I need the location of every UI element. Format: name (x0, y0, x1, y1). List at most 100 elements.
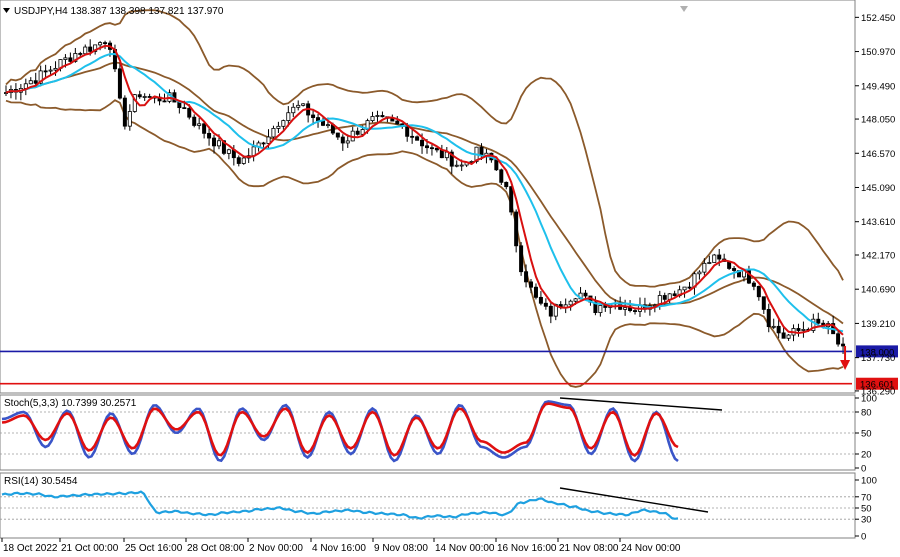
candle (509, 185, 514, 216)
price-tick-label: 148.050 (861, 115, 895, 126)
candle (38, 65, 43, 87)
candle-body (781, 332, 786, 339)
candle (786, 333, 791, 341)
candle-body (192, 116, 197, 126)
rsi-tick-label: 30 (861, 515, 872, 526)
candle (296, 100, 301, 111)
time-tick-label: 25 Oct 16:00 (125, 543, 183, 554)
candle-body (216, 140, 221, 147)
stoch-tick-label: 50 (861, 429, 872, 440)
stoch-trendline (559, 397, 723, 411)
rsi-layer (0, 487, 855, 520)
candle-body (355, 130, 360, 135)
candle-body (182, 107, 187, 110)
time-tick-label: 28 Oct 08:00 (187, 543, 245, 554)
candle (524, 264, 529, 288)
candle-body (276, 125, 281, 129)
candle-body (117, 68, 122, 99)
time-tick-label: 4 Nov 16:00 (312, 543, 366, 554)
rsi-tick-label: 50 (861, 504, 872, 515)
shift-arrow-icon[interactable] (680, 6, 688, 12)
candle (712, 253, 717, 263)
candle (504, 181, 509, 190)
candle-body (707, 262, 712, 264)
price-level-tag (856, 345, 898, 358)
candle-body (241, 157, 246, 164)
time-tick-label: 21 Oct 00:00 (61, 543, 119, 554)
candle (192, 114, 197, 128)
candle-body (68, 57, 73, 62)
candle (410, 128, 415, 144)
candle-body (761, 296, 766, 310)
price-level-label: 138.000 (860, 347, 894, 358)
candle-body (786, 334, 791, 339)
candle (593, 296, 598, 316)
candle (707, 255, 712, 265)
candle (751, 281, 756, 291)
price-tick-label: 145.090 (861, 183, 895, 194)
candle-body (717, 254, 722, 260)
candle (756, 285, 761, 301)
candle-body (380, 115, 385, 118)
bollinger-lower-band (5, 99, 844, 388)
candle-body (266, 136, 271, 144)
candle (499, 168, 504, 186)
time-tick-label: 2 Nov 00:00 (249, 543, 303, 554)
time-tick-label: 9 Nov 08:00 (374, 543, 428, 554)
candle-body (212, 137, 217, 147)
bollinger-upper-band (5, 9, 844, 288)
candle-body (771, 325, 776, 328)
candle-body (360, 129, 365, 135)
candle (306, 100, 311, 123)
candle-body (325, 124, 330, 127)
candle-body (623, 307, 628, 310)
candle-body (93, 44, 98, 52)
candle-body (662, 295, 667, 300)
candle (529, 279, 534, 294)
rsi-panel-frame (0, 472, 856, 539)
candle (311, 108, 316, 126)
candle-body (410, 135, 415, 138)
candle-body (395, 120, 400, 125)
candle (543, 298, 548, 310)
candle (434, 147, 439, 153)
candle-body (702, 262, 707, 273)
time-tick-label: 21 Nov 08:00 (559, 543, 619, 554)
candle (687, 282, 692, 290)
candle (702, 258, 707, 276)
moving-average-red (5, 44, 844, 336)
candle-body (796, 328, 801, 331)
dropdown-triangle-icon[interactable] (3, 8, 10, 13)
candle (202, 121, 207, 139)
price-panel-frame (0, 0, 856, 394)
candle (43, 64, 48, 78)
candle-body (801, 328, 806, 331)
rsi-tick-label: 70 (861, 492, 872, 503)
price-tick-label: 152.450 (861, 13, 895, 24)
stoch-title: Stoch(5,3,3) 10.7399 30.2571 (4, 398, 137, 409)
candle-body (98, 42, 103, 46)
rsi-title: RSI(14) 30.5454 (4, 476, 78, 487)
stoch-layer (0, 397, 855, 463)
price-tick-label: 139.210 (861, 319, 895, 330)
candle-body (811, 318, 816, 331)
candle (271, 125, 276, 140)
candle (122, 95, 127, 130)
candle-body (33, 80, 38, 84)
candle (692, 271, 697, 295)
candle-body (226, 149, 231, 154)
stoch-tick-label: 100 (861, 394, 877, 405)
candle (281, 119, 286, 130)
candle-body (682, 286, 687, 291)
candle (251, 140, 256, 162)
candle (291, 103, 296, 117)
candle (801, 321, 806, 338)
candle (563, 298, 568, 314)
candle (583, 289, 588, 299)
candle (23, 78, 28, 96)
candle-body (291, 106, 296, 114)
candle-body (434, 147, 439, 151)
candle-body (281, 120, 286, 127)
candle-body (494, 159, 499, 171)
